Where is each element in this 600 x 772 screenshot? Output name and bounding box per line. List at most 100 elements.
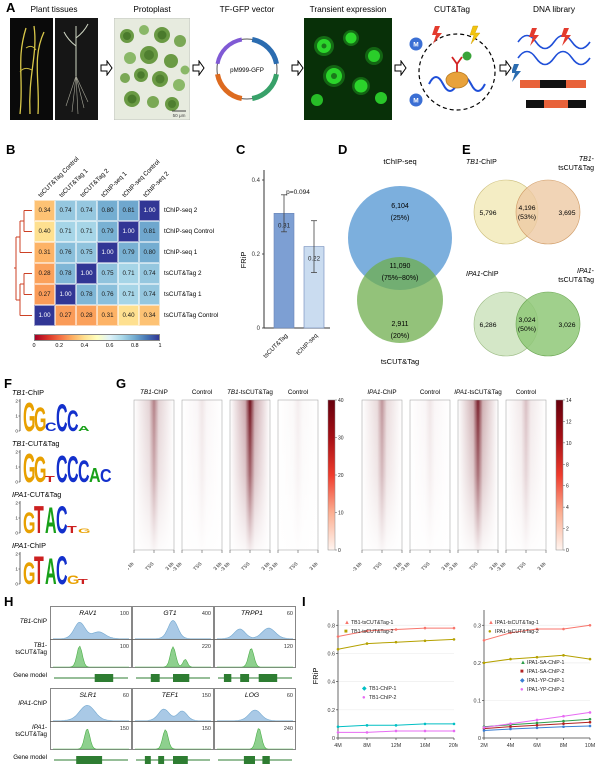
svg-text:TSS: TSS <box>192 561 204 573</box>
motif-letter: C <box>56 499 68 537</box>
motif-logo: 210 GGC C C A <box>15 397 89 435</box>
heatmap-cell: 0.27 <box>55 305 76 326</box>
svg-text:3 kb: 3 kb <box>440 561 451 572</box>
strip-title: Control <box>192 389 212 396</box>
svg-text:TSS: TSS <box>420 561 432 573</box>
legend-marker: ▲ <box>520 660 526 666</box>
series-point <box>423 722 427 726</box>
step-protoplast: Protoplast <box>114 0 190 124</box>
heatmap-cell: 0.74 <box>76 200 97 221</box>
heatmap-cell: 0.78 <box>76 284 97 305</box>
svg-text:-3 kb: -3 kb <box>171 561 183 573</box>
svg-text:-3 kb: -3 kb <box>399 561 411 573</box>
venn-bottom-label: tsCUT&Tag <box>381 357 419 366</box>
series-point <box>562 719 565 723</box>
svg-text:(53%): (53%) <box>518 214 536 221</box>
series-point <box>394 729 398 733</box>
svg-text:-3 kb: -3 kb <box>267 561 279 573</box>
svg-text:2: 2 <box>15 552 18 558</box>
series-point <box>336 647 340 651</box>
heatmap-row-labels: tChIP-seq 2 tChIP-seq Control tChIP-seq 1 t… <box>164 200 234 326</box>
panel-label-f: F <box>4 376 12 391</box>
track-scale-value: 150 <box>202 693 211 699</box>
cut-signal-area <box>217 728 293 750</box>
heatmap-row-label: tsCUT&Tag 1 <box>164 291 202 298</box>
heatmap-cell: 0.80 <box>97 200 118 221</box>
series-point <box>336 635 340 638</box>
panel-a-workflow: A Plant tissues Protoplast <box>0 0 600 142</box>
motif-letter: C <box>67 406 79 435</box>
heatmap-cell: 0.28 <box>76 305 97 326</box>
series-point <box>509 722 512 726</box>
svg-text:20: 20 <box>338 473 344 479</box>
cut-track-cell <box>50 639 132 668</box>
gene-name: TEF1 <box>162 692 179 699</box>
frip-saturation-left: 0 0.2 0.4 0.6 0.8 4M 8M 12M 16M 20M ▲ TB1-tsCUT&Tag… <box>311 610 458 749</box>
heatmap-cell: 0.40 <box>34 221 55 242</box>
legend-label: TB1-ChIP-2 <box>369 695 397 701</box>
gene-name: GT1 <box>163 610 176 617</box>
legend-label: IPA1-YP-ChIP-1 <box>527 678 564 684</box>
cutandtag-diagram: M M <box>409 25 496 111</box>
chip-signal-area <box>135 708 211 721</box>
step-plant-tissues: Plant tissues <box>10 0 98 124</box>
heatmap-row-label: tsCUT&Tag 2 <box>164 270 202 277</box>
venn-top-label: tChIP-seq <box>383 157 416 166</box>
svg-text:12M: 12M <box>391 743 402 749</box>
svg-text:10: 10 <box>338 511 344 517</box>
series-point <box>509 631 512 635</box>
step-title: Transient expression <box>309 4 387 14</box>
track-scale-value: 60 <box>123 693 129 699</box>
cut-signal-area <box>53 728 129 750</box>
svg-text:IPA1-: IPA1- <box>577 268 595 275</box>
svg-text:0: 0 <box>15 429 18 435</box>
strip-title: IPA1-ChIP <box>367 389 396 396</box>
cut-track-cell <box>132 721 214 750</box>
bar-value-label: 0.22 <box>308 256 321 263</box>
svg-text:0.4: 0.4 <box>252 178 261 184</box>
gene-exon <box>258 674 278 682</box>
y-axis-label: FRiP <box>239 252 248 269</box>
series-point <box>588 711 592 714</box>
svg-text:8M: 8M <box>363 743 371 749</box>
motif-letter: C <box>67 448 79 486</box>
heatmap-cell: 0.40 <box>118 305 139 326</box>
panel-h-genome-tracks: H TB1-ChIP TB1- tsCUT&Tag Gene model RAV1… <box>2 594 298 770</box>
plasmid-map: pM999-GFP <box>215 37 279 101</box>
tscut-circle <box>357 257 443 343</box>
chip-signal-area <box>53 621 129 639</box>
strip-title: Control <box>288 389 308 396</box>
legend-marker: ■ <box>344 629 348 635</box>
heatmap-cell: 0.71 <box>118 263 139 284</box>
step-transient-expression: Transient expression <box>304 0 392 124</box>
svg-text:3 kb: 3 kb <box>488 561 499 572</box>
motif-letter: C <box>78 454 90 486</box>
step-title: DNA library <box>533 4 575 14</box>
cut-signal-area <box>217 648 293 668</box>
gene-name: RAV1 <box>79 610 97 617</box>
svg-text:1: 1 <box>15 465 18 471</box>
panel-c-frip-bar: C 0 0.2 0.4 0.31 tsCUT&Tag 0.22 tChIP-seq p=0.0… <box>236 142 336 376</box>
heatmap-cell: 0.79 <box>118 242 139 263</box>
track-grid-ipa1: SLR1 60 150 TEF1 150 150 LOG 60 240 <box>50 688 296 764</box>
heatmap-row-label: tChIP-seq 1 <box>164 249 198 256</box>
series-point <box>535 723 539 727</box>
heatmap-cell: 0.34 <box>34 200 55 221</box>
motif-letter: G <box>67 574 79 588</box>
svg-text:2: 2 <box>15 450 18 456</box>
gene-name: LOG <box>245 692 259 699</box>
cut-signal-area <box>135 729 211 750</box>
gene-exon <box>150 674 160 682</box>
chip-signal-area <box>217 709 293 721</box>
svg-text:0: 0 <box>15 531 18 537</box>
series-point <box>509 657 512 661</box>
step-vector: TF-GFP vector pM999-GFP <box>205 0 289 124</box>
gene-exon <box>223 674 232 682</box>
mnase-label: M <box>413 42 418 49</box>
series-point <box>535 627 539 631</box>
profile-colorbar <box>327 399 336 551</box>
series-point <box>588 724 592 728</box>
legend-marker: ▲ <box>344 620 350 626</box>
series-point <box>394 640 398 644</box>
